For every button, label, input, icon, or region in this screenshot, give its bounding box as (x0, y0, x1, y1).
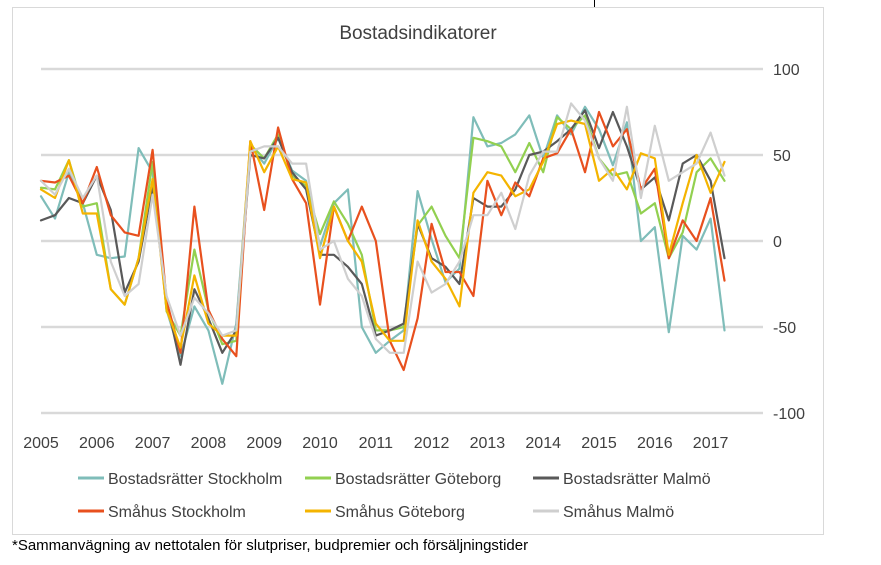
legend-label: Bostadsrätter Göteborg (335, 471, 501, 488)
legend-label: Småhus Göteborg (335, 503, 465, 521)
x-tick-label: 2015 (581, 435, 617, 452)
x-tick-label: 2009 (246, 435, 282, 452)
series-line (39, 110, 726, 372)
series-line (39, 105, 726, 385)
legend-label: Bostadsrätter Stockholm (108, 471, 282, 488)
x-tick-label: 2007 (135, 435, 171, 452)
x-tick-label: 2010 (302, 435, 338, 452)
chart-title: Bostadsindikatorer (339, 23, 497, 44)
legend: Bostadsrätter Stockholm Bostadsrätter Göt… (78, 471, 711, 521)
top-tick-mark (594, 0, 595, 8)
series-line (39, 119, 726, 349)
y-tick-label: -50 (773, 320, 796, 337)
x-tick-label: 2011 (359, 435, 394, 452)
series-line (39, 102, 726, 354)
x-tick-label: 2006 (79, 435, 115, 452)
footnote: *Sammanvägning av nettotalen för slutpri… (12, 537, 529, 554)
legend-label: Bostadsrätter Malmö (563, 471, 711, 488)
x-tick-label: 2013 (470, 435, 506, 452)
series-lines (39, 102, 726, 385)
x-tick-label: 2014 (525, 435, 561, 452)
x-axis-ticks: 2005 2006 2007 2008 2009 2010 2011 2012 2013 2014… (23, 435, 728, 452)
x-tick-label: 2012 (414, 435, 450, 452)
x-tick-label: 2005 (23, 435, 59, 452)
y-tick-label: 100 (773, 62, 800, 79)
y-tick-label: 0 (773, 234, 782, 251)
x-tick-label: 2008 (191, 435, 227, 452)
legend-label: Småhus Malmö (563, 503, 674, 521)
x-tick-label: 2016 (637, 435, 673, 452)
y-tick-label: -100 (773, 406, 805, 423)
chart-frame: Bostadsindikatorer 100 50 0 -50 -100 2005 200… (12, 7, 824, 535)
legend-label: Småhus Stockholm (108, 503, 246, 521)
gridlines (41, 67, 763, 415)
x-tick-label: 2017 (693, 435, 729, 452)
y-tick-label: 50 (773, 148, 791, 165)
y-axis-ticks: 100 50 0 -50 -100 (773, 62, 805, 423)
